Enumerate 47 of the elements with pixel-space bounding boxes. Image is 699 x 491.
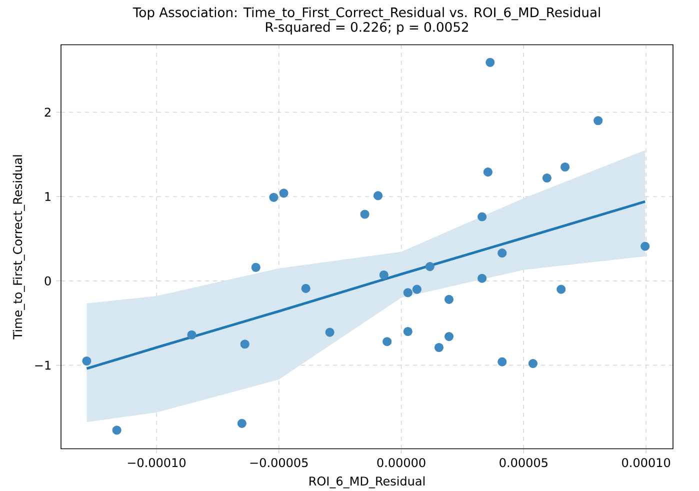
point [82,356,92,366]
x-tick-label: −0.00010 [128,458,186,468]
point [301,284,310,294]
point [560,162,570,172]
point [403,288,412,298]
point [594,116,603,126]
point [542,173,552,183]
point [269,192,278,202]
point [640,242,650,251]
y-axis-title: Time_to_First_Correct_Residual [12,155,25,340]
point [237,418,246,428]
point [498,248,507,258]
point [483,168,492,177]
point [486,58,495,67]
point [425,262,434,272]
point [556,284,566,294]
point [240,340,250,349]
point [444,294,454,304]
point [360,210,370,219]
point [382,337,392,346]
y-tick-label: 0 [44,276,51,286]
x-tick-label: 0.00000 [377,458,426,468]
point [325,328,334,337]
x-tick-label: 0.00005 [500,458,548,468]
chart-subtitle: R-squared = 0.226; p = 0.0052 [266,22,468,34]
y-tick-label: −1 [35,360,51,370]
point [528,358,538,368]
y-tick-label: 1 [45,192,51,201]
point [379,270,388,280]
x-tick-label: −0.00005 [250,458,308,468]
point [187,330,196,340]
point [251,262,260,272]
point [403,326,412,336]
point [498,357,507,366]
point [478,212,487,222]
point [412,284,422,294]
point [478,274,487,283]
point [373,191,383,200]
point [444,332,454,342]
point [112,426,122,435]
chart-title: Top Association: Time_to_First_Correct_Residual vs. ROI_6_MD_Residual [132,7,600,20]
point [434,342,444,352]
y-tick-label: 2 [44,108,50,117]
x-axis-title: ROI_6_MD_Residual [310,476,425,488]
x-tick-label: 0.00010 [622,458,670,468]
line-series [85,200,646,370]
point [279,188,288,198]
